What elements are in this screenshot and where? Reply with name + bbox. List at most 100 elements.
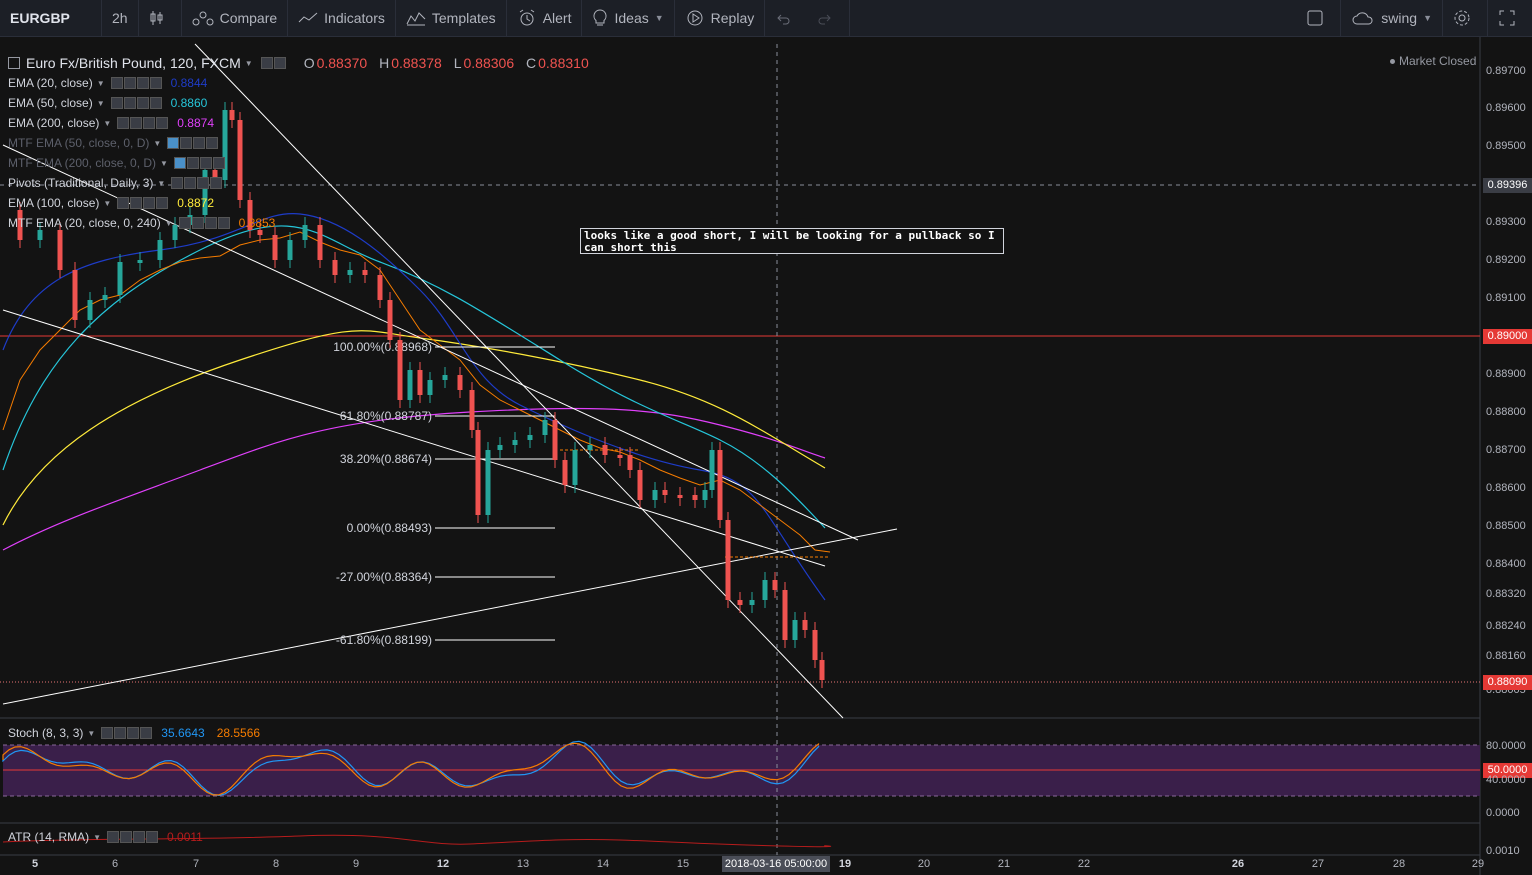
ema-200-line xyxy=(2,407,826,551)
chart-area[interactable]: 100.00%(0.88968) 61.80%(0.88787) 38.20%(… xyxy=(0,37,1532,875)
settings-icon[interactable] xyxy=(184,177,197,189)
indicator-buttons[interactable] xyxy=(101,727,153,739)
chevron-down-icon[interactable]: ▼ xyxy=(157,178,166,188)
add-icon[interactable] xyxy=(204,217,217,229)
candle-body xyxy=(792,620,798,640)
indicator-legend-row[interactable]: MTF EMA (200, close, 0, D) ▼ xyxy=(8,156,232,170)
chevron-down-icon[interactable]: ▼ xyxy=(160,158,168,168)
close-icon[interactable] xyxy=(212,157,225,169)
eye-icon[interactable] xyxy=(260,57,273,69)
trend-line[interactable] xyxy=(194,43,844,719)
add-icon[interactable] xyxy=(199,157,212,169)
settings-icon[interactable] xyxy=(123,97,136,109)
chevron-down-icon[interactable]: ▼ xyxy=(96,78,105,88)
settings-icon[interactable] xyxy=(130,197,143,209)
interval-button[interactable]: 2h xyxy=(102,0,139,36)
compare-button[interactable]: Compare xyxy=(182,0,289,36)
eye-icon[interactable] xyxy=(117,197,130,209)
collapse-icon[interactable] xyxy=(8,57,20,69)
settings-icon[interactable] xyxy=(180,137,193,149)
undo-button[interactable] xyxy=(765,0,807,36)
close-icon[interactable] xyxy=(217,217,230,229)
close-icon[interactable] xyxy=(210,177,223,189)
chart-style-button[interactable] xyxy=(139,0,182,36)
add-icon[interactable] xyxy=(197,177,210,189)
replay-button[interactable]: Replay xyxy=(675,0,766,36)
indicator-buttons[interactable] xyxy=(178,217,231,229)
layout-button[interactable]: swing ▼ xyxy=(1341,0,1443,36)
chevron-down-icon[interactable]: ▼ xyxy=(93,832,102,842)
trend-line[interactable] xyxy=(2,309,826,567)
settings-icon[interactable] xyxy=(186,157,199,169)
chevron-down-icon[interactable]: ▼ xyxy=(96,98,105,108)
chevron-down-icon[interactable]: ▼ xyxy=(153,138,162,148)
text-annotation[interactable]: looks like a good short, I will be looki… xyxy=(580,228,1004,254)
price-chart-canvas[interactable]: 100.00%(0.88968) 61.80%(0.88787) 38.20%(… xyxy=(0,37,1532,875)
settings-button[interactable] xyxy=(1443,0,1488,36)
chevron-down-icon[interactable]: ▼ xyxy=(244,58,253,68)
trend-line[interactable] xyxy=(2,528,898,705)
indicator-buttons[interactable] xyxy=(173,157,226,169)
trend-line[interactable] xyxy=(2,144,859,541)
close-icon[interactable] xyxy=(149,97,162,109)
close-icon[interactable] xyxy=(156,117,169,129)
indicator-buttons[interactable] xyxy=(117,197,169,209)
chevron-down-icon[interactable]: ▼ xyxy=(164,218,173,228)
indicator-name: EMA (100, close) xyxy=(8,196,100,210)
indicator-legend-row[interactable]: EMA (20, close) ▼ 0.8844 xyxy=(8,76,207,90)
indicator-buttons[interactable] xyxy=(110,77,163,89)
templates-button[interactable]: Templates xyxy=(396,0,507,36)
add-icon[interactable] xyxy=(136,97,149,109)
eye-icon[interactable] xyxy=(173,157,186,169)
indicator-legend-row[interactable]: EMA (200, close) ▼ 0.8874 xyxy=(8,116,214,130)
series-buttons[interactable] xyxy=(260,57,286,69)
eye-icon[interactable] xyxy=(117,117,130,129)
indicator-legend-row[interactable]: EMA (100, close) ▼ 0.8872 xyxy=(8,196,214,210)
eye-icon[interactable] xyxy=(110,97,123,109)
settings-icon[interactable] xyxy=(273,57,286,69)
add-icon[interactable] xyxy=(143,197,156,209)
indicators-button[interactable]: Indicators xyxy=(288,0,396,36)
maximize-button[interactable] xyxy=(1488,0,1532,36)
add-icon[interactable] xyxy=(193,137,206,149)
settings-icon[interactable] xyxy=(130,117,143,129)
redo-button[interactable] xyxy=(807,0,851,36)
candle-body xyxy=(157,240,163,260)
close-icon[interactable] xyxy=(206,137,219,149)
indicator-buttons[interactable] xyxy=(110,97,163,109)
close-icon[interactable] xyxy=(149,77,162,89)
indicator-name: EMA (50, close) xyxy=(8,96,93,110)
chevron-down-icon[interactable]: ▼ xyxy=(87,728,96,738)
indicator-legend-row[interactable]: MTF EMA (20, close, 0, 240) ▼ 0.8853 xyxy=(8,216,275,230)
add-icon[interactable] xyxy=(136,77,149,89)
close-icon[interactable] xyxy=(156,197,169,209)
settings-icon[interactable] xyxy=(191,217,204,229)
time-axis-label: 6 xyxy=(111,858,119,870)
price-axis-label: 0.88400 xyxy=(1486,558,1526,570)
candle-body xyxy=(627,455,633,470)
eye-icon[interactable] xyxy=(178,217,191,229)
settings-icon[interactable] xyxy=(123,77,136,89)
fullscreen-square-button[interactable] xyxy=(1296,0,1342,36)
candle-body xyxy=(72,270,78,320)
chevron-down-icon[interactable]: ▼ xyxy=(103,118,112,128)
stoch-legend[interactable]: Stoch (8, 3, 3) ▼ 35.6643 28.5566 xyxy=(8,726,260,740)
atr-legend[interactable]: ATR (14, RMA) ▼ 0.0011 xyxy=(8,830,203,844)
indicator-buttons[interactable] xyxy=(117,117,169,129)
chart-title[interactable]: Euro Fx/British Pound, 120, FXCM ▼ O 0.88… xyxy=(8,55,589,71)
symbol-search-button[interactable]: EURGBP xyxy=(0,0,102,36)
chevron-down-icon[interactable]: ▼ xyxy=(103,198,112,208)
eye-icon[interactable] xyxy=(171,177,184,189)
eye-icon[interactable] xyxy=(110,77,123,89)
indicator-legend-row[interactable]: EMA (50, close) ▼ 0.8860 xyxy=(8,96,207,110)
indicator-buttons[interactable] xyxy=(171,177,223,189)
indicator-buttons[interactable] xyxy=(107,831,159,843)
alert-button[interactable]: Alert xyxy=(507,0,583,36)
indicator-legend-row[interactable]: MTF EMA (50, close, 0, D) ▼ xyxy=(8,136,225,150)
indicator-buttons[interactable] xyxy=(167,137,219,149)
eye-icon[interactable] xyxy=(167,137,180,149)
ideas-button[interactable]: Ideas ▼ xyxy=(582,0,675,36)
add-icon[interactable] xyxy=(143,117,156,129)
price-axis-label: 0.88160 xyxy=(1486,650,1526,662)
indicator-legend-row[interactable]: Pivots (Traditional, Daily, 3) ▼ xyxy=(8,176,229,190)
